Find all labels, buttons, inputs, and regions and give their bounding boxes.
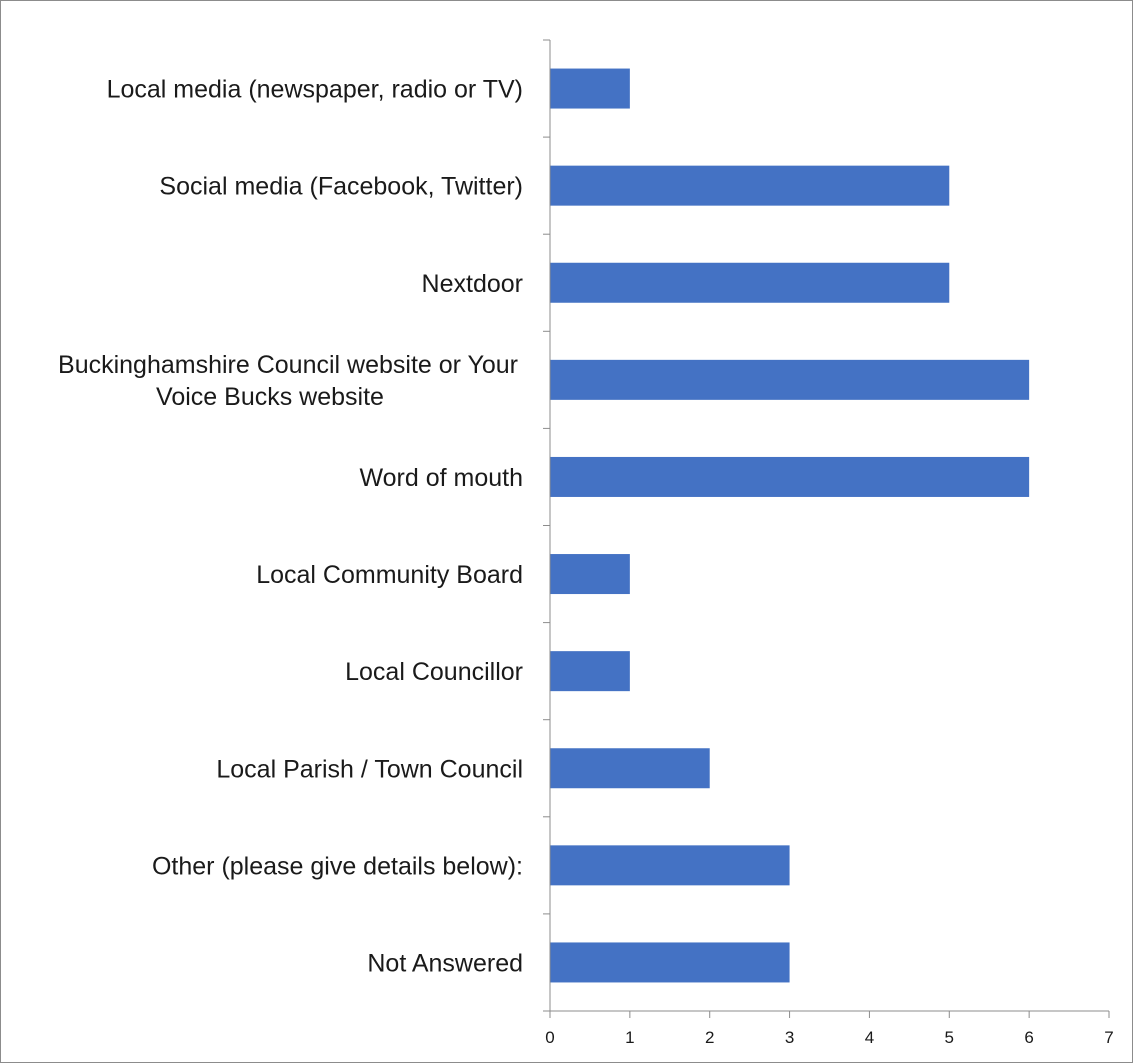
category-label: Local Community Board (256, 561, 523, 589)
bar (550, 359, 1030, 400)
category-label: Buckinghamshire Council website or Your (58, 351, 518, 379)
x-tick-label: 6 (1024, 1028, 1033, 1047)
x-tick-label: 1 (625, 1028, 634, 1047)
bar (550, 651, 630, 692)
bar (550, 456, 1030, 497)
category-label: Word of mouth (359, 464, 523, 492)
category-label: Social media (Facebook, Twitter) (159, 173, 523, 201)
x-tick-label: 2 (705, 1028, 714, 1047)
x-tick-label: 7 (1104, 1028, 1113, 1047)
bar (550, 942, 790, 983)
category-label: Local Parish / Town Council (216, 755, 523, 783)
bar (550, 68, 630, 109)
category-label: Nextdoor (422, 270, 523, 298)
category-label: Local Councillor (345, 658, 523, 686)
x-tick-label: 5 (945, 1028, 954, 1047)
category-label: Not Answered (367, 949, 523, 977)
bar (550, 845, 790, 886)
bar (550, 748, 710, 789)
category-label: Voice Bucks website (156, 383, 384, 411)
bar (550, 165, 950, 206)
x-tick-label: 3 (785, 1028, 794, 1047)
category-label: Local media (newspaper, radio or TV) (107, 76, 523, 104)
x-tick-label: 0 (545, 1028, 554, 1047)
bar (550, 554, 630, 595)
x-tick-label: 4 (865, 1028, 874, 1047)
bar (550, 262, 950, 303)
category-label: Other (please give details below): (152, 852, 523, 880)
